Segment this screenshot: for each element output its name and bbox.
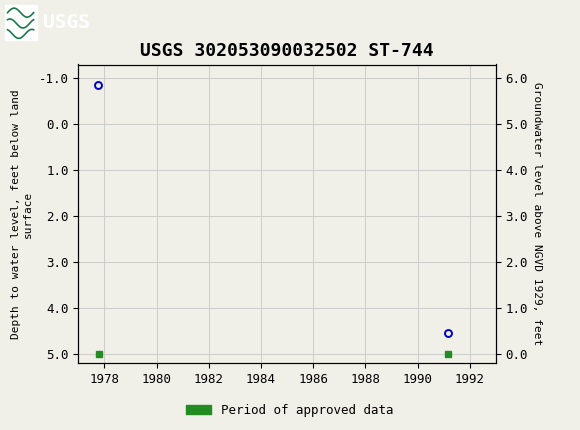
Legend: Period of approved data: Period of approved data [181, 399, 399, 421]
Y-axis label: Depth to water level, feet below land
surface: Depth to water level, feet below land su… [12, 89, 33, 339]
Title: USGS 302053090032502 ST-744: USGS 302053090032502 ST-744 [140, 42, 434, 60]
Bar [5, 6, 37, 40]
Text: USGS: USGS [44, 13, 90, 32]
Y-axis label: Groundwater level above NGVD 1929, feet: Groundwater level above NGVD 1929, feet [532, 82, 542, 346]
